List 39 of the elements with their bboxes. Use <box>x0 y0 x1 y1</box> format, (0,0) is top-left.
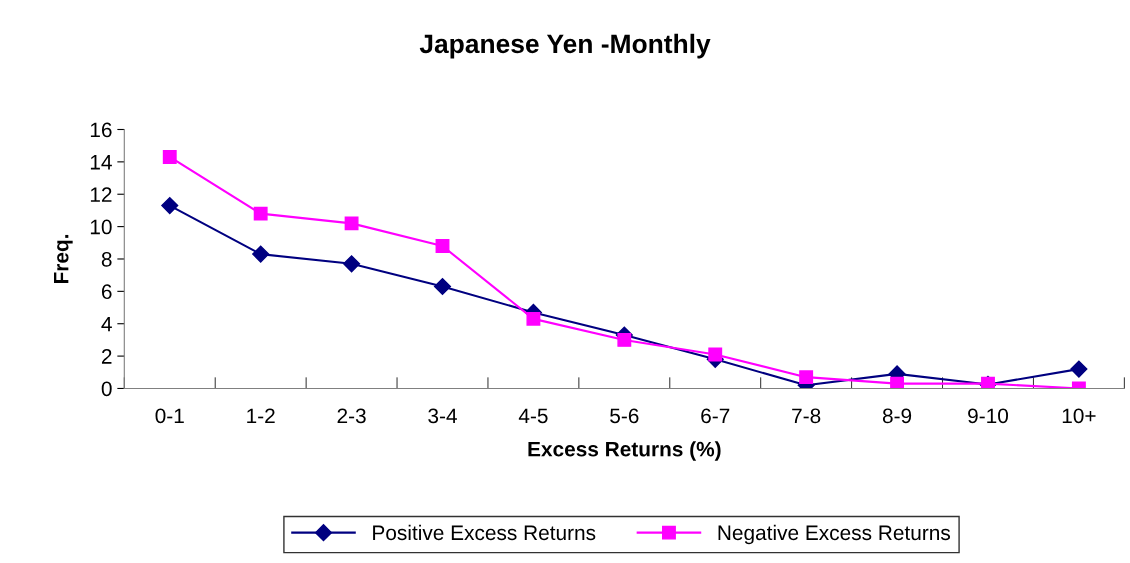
point <box>253 206 268 221</box>
point <box>1070 360 1088 378</box>
x-tick-label: 6-7 <box>701 408 730 424</box>
y-tick-label: 0 <box>101 381 112 397</box>
x-tick-label: 3-4 <box>428 408 457 424</box>
point <box>435 239 450 253</box>
y-tick-label: 8 <box>101 251 112 267</box>
point <box>162 150 177 164</box>
point <box>344 216 359 231</box>
x-tick-label: 2-3 <box>337 408 366 424</box>
point <box>617 332 632 347</box>
x-tick-label: 8-9 <box>882 408 912 424</box>
y-tick-label: 2 <box>101 349 112 364</box>
x-tick-label: 4-5 <box>518 408 548 424</box>
x-tick-label: 1-2 <box>247 408 275 424</box>
x-tick-label: 9-10 <box>968 408 1009 424</box>
x-axis-title: Excess Returns (%) <box>528 441 721 461</box>
point <box>343 255 361 273</box>
point <box>799 370 814 385</box>
x-tick-label: 5-6 <box>610 408 639 424</box>
chart-title: Japanese Yen -Monthly <box>419 33 711 59</box>
point <box>433 277 452 296</box>
point <box>252 245 270 263</box>
point <box>161 197 179 215</box>
x-tick-label: 0-1 <box>155 408 184 424</box>
y-tick-label: 4 <box>101 316 112 332</box>
point <box>526 311 541 326</box>
x-tick-label: 7-8 <box>792 408 821 424</box>
y-tick-label: 6 <box>101 284 112 300</box>
legend-label: Positive Excess Returns <box>373 524 596 541</box>
y-tick-label: 12 <box>90 187 112 202</box>
y-tick-label: 16 <box>90 122 112 138</box>
legend-label: Negative Excess Returns <box>718 524 951 545</box>
x-tick-label: 10+ <box>1062 408 1096 424</box>
y-axis-title: Freq. <box>54 234 73 284</box>
point <box>708 347 723 362</box>
y-tick-label: 10 <box>90 219 112 235</box>
y-tick-label: 14 <box>90 155 112 170</box>
point <box>890 376 905 389</box>
